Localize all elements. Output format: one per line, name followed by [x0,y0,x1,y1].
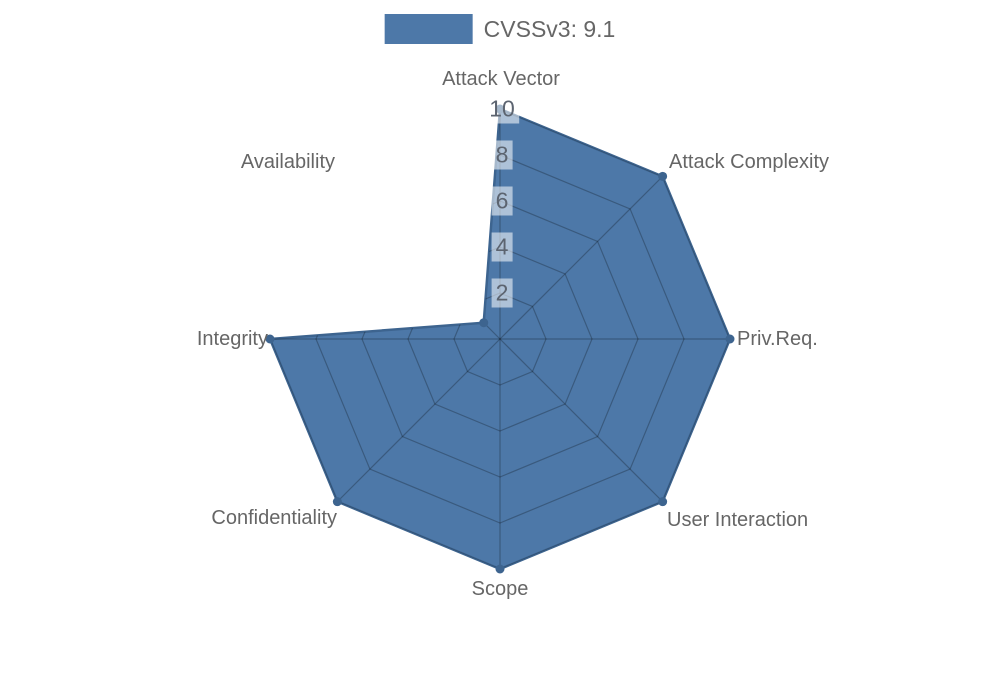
axis-spoke [336,338,501,503]
legend-swatch [384,14,473,44]
axis-label-scope: Scope [471,578,529,600]
radial-tick-8: 8 [491,140,513,170]
data-point [495,564,505,574]
data-point [479,318,489,328]
legend-label: CVSSv3: 9.1 [483,15,616,42]
radial-tick-2: 2 [491,278,513,308]
axis-label-user-interaction: User Interaction [667,509,809,531]
axis-label-priv-req: Priv.Req. [737,328,818,350]
radial-tick-10: 10 [485,94,519,124]
axis-spoke [336,175,501,340]
data-point [725,334,735,344]
legend-item[interactable]: CVSSv3: 9.1 [384,14,616,44]
data-point [265,334,275,344]
data-point [658,497,668,507]
axis-label-attack-complexity: Attack Complexity [669,151,830,173]
axis-spoke [499,338,664,503]
axis-label-confidentiality: Confidentiality [211,507,337,529]
axis-label-availability: Availability [240,151,335,173]
radial-tick-6: 6 [491,186,513,216]
axis-label-integrity: Integrity [196,328,268,350]
axis-spoke [499,175,664,340]
data-point [658,171,668,181]
axis-label-attack-vector: Attack Vector [442,68,560,90]
data-point [332,497,342,507]
radial-tick-4: 4 [491,232,513,262]
